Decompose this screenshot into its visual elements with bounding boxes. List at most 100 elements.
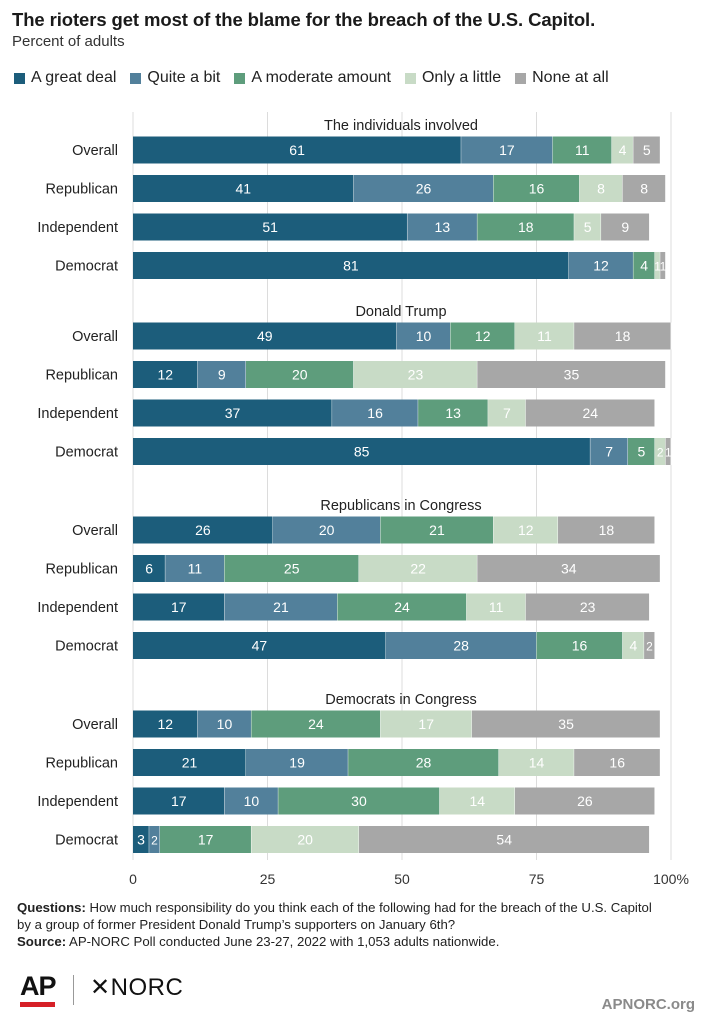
bar-segment-none [574, 322, 671, 350]
bar-segment-moderate [159, 826, 252, 853]
bar-segment-quite-bit [461, 136, 553, 164]
bar-segment-moderate [450, 322, 515, 350]
data-label: 7 [605, 444, 613, 460]
bar-segment-none [574, 749, 661, 776]
bar-segment-quite-bit [149, 826, 160, 853]
bar-segment-quite-bit [332, 399, 419, 427]
data-label: 20 [319, 522, 335, 538]
data-label: 23 [580, 599, 596, 615]
bar-segment-moderate [633, 252, 655, 279]
data-label: 3 [137, 832, 145, 848]
data-label: 25 [284, 561, 300, 577]
bar-segment-moderate [224, 555, 359, 582]
bar-segment-quite-bit [590, 438, 628, 465]
bar-segment-moderate [552, 136, 612, 164]
data-label: 17 [499, 142, 515, 158]
data-label: 16 [529, 181, 545, 197]
legend-label: Quite a bit [147, 69, 221, 86]
bar-segment-moderate [380, 516, 494, 544]
bar-segment-great-deal [133, 710, 198, 738]
bar-segment-great-deal [133, 213, 408, 241]
bar-segment-none [358, 826, 650, 853]
bar-segment-none [558, 516, 655, 544]
bar-segment-moderate [245, 361, 354, 388]
bar-segment-moderate [337, 593, 467, 621]
bar-segment-great-deal [133, 252, 569, 279]
group-title: Donald Trump [355, 304, 446, 320]
data-label: 16 [572, 638, 588, 654]
data-label: 18 [615, 328, 631, 344]
data-label: 26 [416, 181, 432, 197]
bar-segment-little [654, 438, 666, 465]
bar-segment-little [579, 175, 623, 202]
data-label: 54 [496, 832, 512, 848]
legend-item-moderate: A moderate amount [234, 69, 391, 87]
data-label: 22 [410, 561, 426, 577]
bar-segment-great-deal [133, 749, 246, 776]
norc-logo: ✕NORC [90, 973, 183, 1002]
legend-swatch [404, 72, 416, 84]
data-label: 9 [218, 367, 226, 383]
bar-segment-great-deal [133, 516, 273, 544]
data-label: 7 [503, 405, 511, 421]
data-label: 2 [657, 446, 664, 460]
bar-segment-none [644, 632, 655, 659]
bar-segment-great-deal [133, 632, 386, 659]
data-label: 2 [151, 834, 158, 848]
row-label: Overall [72, 717, 118, 733]
legend-swatch [130, 72, 142, 84]
bar-segment-great-deal [133, 322, 397, 350]
data-label: 24 [308, 716, 324, 732]
source-label: Source: [17, 934, 67, 949]
data-label: 6 [145, 561, 153, 577]
data-label: 5 [643, 142, 651, 158]
data-label: 20 [297, 832, 313, 848]
norc-star-icon: ✕ [90, 974, 111, 1001]
data-label: 61 [289, 142, 305, 158]
data-label: 11 [537, 328, 552, 344]
row-label: Independent [37, 406, 118, 422]
bar-segment-moderate [536, 632, 623, 659]
bar-segment-little [611, 136, 634, 164]
ap-logo: AP [20, 971, 57, 1001]
row-label: Overall [72, 143, 118, 159]
data-label: 12 [475, 328, 491, 344]
source-note: Source: AP-NORC Poll conducted June 23-2… [17, 933, 657, 950]
bar-segment-quite-bit [224, 787, 279, 815]
row-label: Republican [45, 182, 118, 198]
bar-segment-none [665, 438, 671, 465]
row-label: Independent [37, 220, 118, 236]
data-label: 49 [257, 328, 273, 344]
row-label: Republican [45, 562, 118, 578]
data-label: 10 [217, 716, 233, 732]
data-label: 47 [252, 638, 268, 654]
data-label: 1 [654, 260, 661, 274]
x-tick-label: 75 [529, 871, 545, 887]
site-url: APNORC.org [601, 996, 695, 1013]
questions-note: Questions: How much responsibility do yo… [17, 899, 657, 933]
data-label: 2 [646, 640, 653, 654]
bar-segment-great-deal [133, 787, 225, 815]
bar-segment-great-deal [133, 361, 198, 388]
data-label: 17 [418, 716, 434, 732]
norc-logo-text: NORC [110, 974, 184, 1001]
bar-segment-great-deal [133, 175, 354, 202]
bar-segment-quite-bit [197, 710, 252, 738]
data-label: 8 [640, 181, 648, 197]
logo-divider [73, 975, 74, 1005]
legend-swatch [14, 72, 25, 84]
legend-item-great-deal: A great deal [14, 69, 116, 87]
data-label: 10 [416, 328, 432, 344]
data-label: 51 [262, 219, 278, 235]
legend-item-quite-bit: Quite a bit [130, 69, 220, 87]
row-label: Independent [37, 794, 118, 810]
data-label: 5 [638, 444, 646, 460]
bar-segment-none [525, 399, 655, 427]
bar-segment-quite-bit [353, 175, 494, 202]
data-label: 10 [244, 793, 260, 809]
bar-segment-great-deal [133, 136, 462, 164]
bar-segment-great-deal [133, 593, 225, 621]
row-label: Democrat [55, 833, 118, 849]
data-label: 4 [619, 142, 627, 158]
questions-text: How much responsibility do you think eac… [17, 900, 652, 932]
